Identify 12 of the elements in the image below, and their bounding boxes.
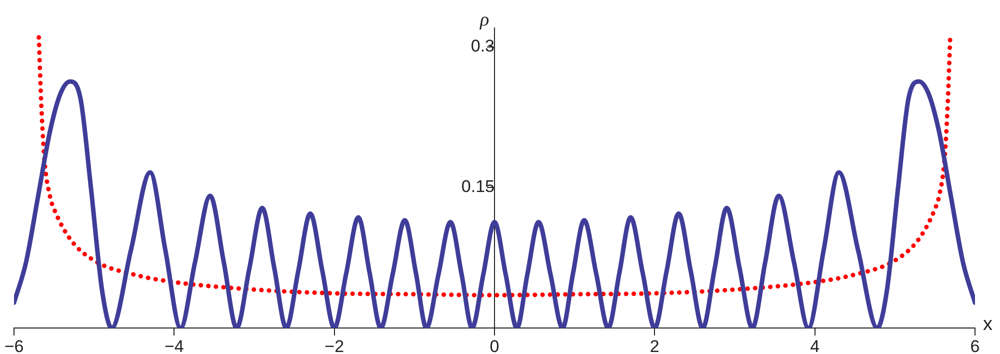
line-series: [36, 35, 952, 298]
x-tick-label: −2: [324, 336, 344, 354]
y-axis-title: ρ: [478, 10, 490, 30]
y-tick-label: 0.3: [470, 36, 494, 56]
x-tick-label: 2: [650, 336, 660, 354]
x-tick-label: 4: [810, 336, 820, 354]
x-tick-label: −4: [164, 336, 184, 354]
x-tick-label: 6: [970, 336, 980, 354]
x-axis-title: x: [983, 314, 993, 336]
x-tick-label: 0: [490, 336, 500, 354]
x-tick-label: −6: [4, 336, 24, 354]
y-tick-label: 0.15: [461, 177, 494, 196]
